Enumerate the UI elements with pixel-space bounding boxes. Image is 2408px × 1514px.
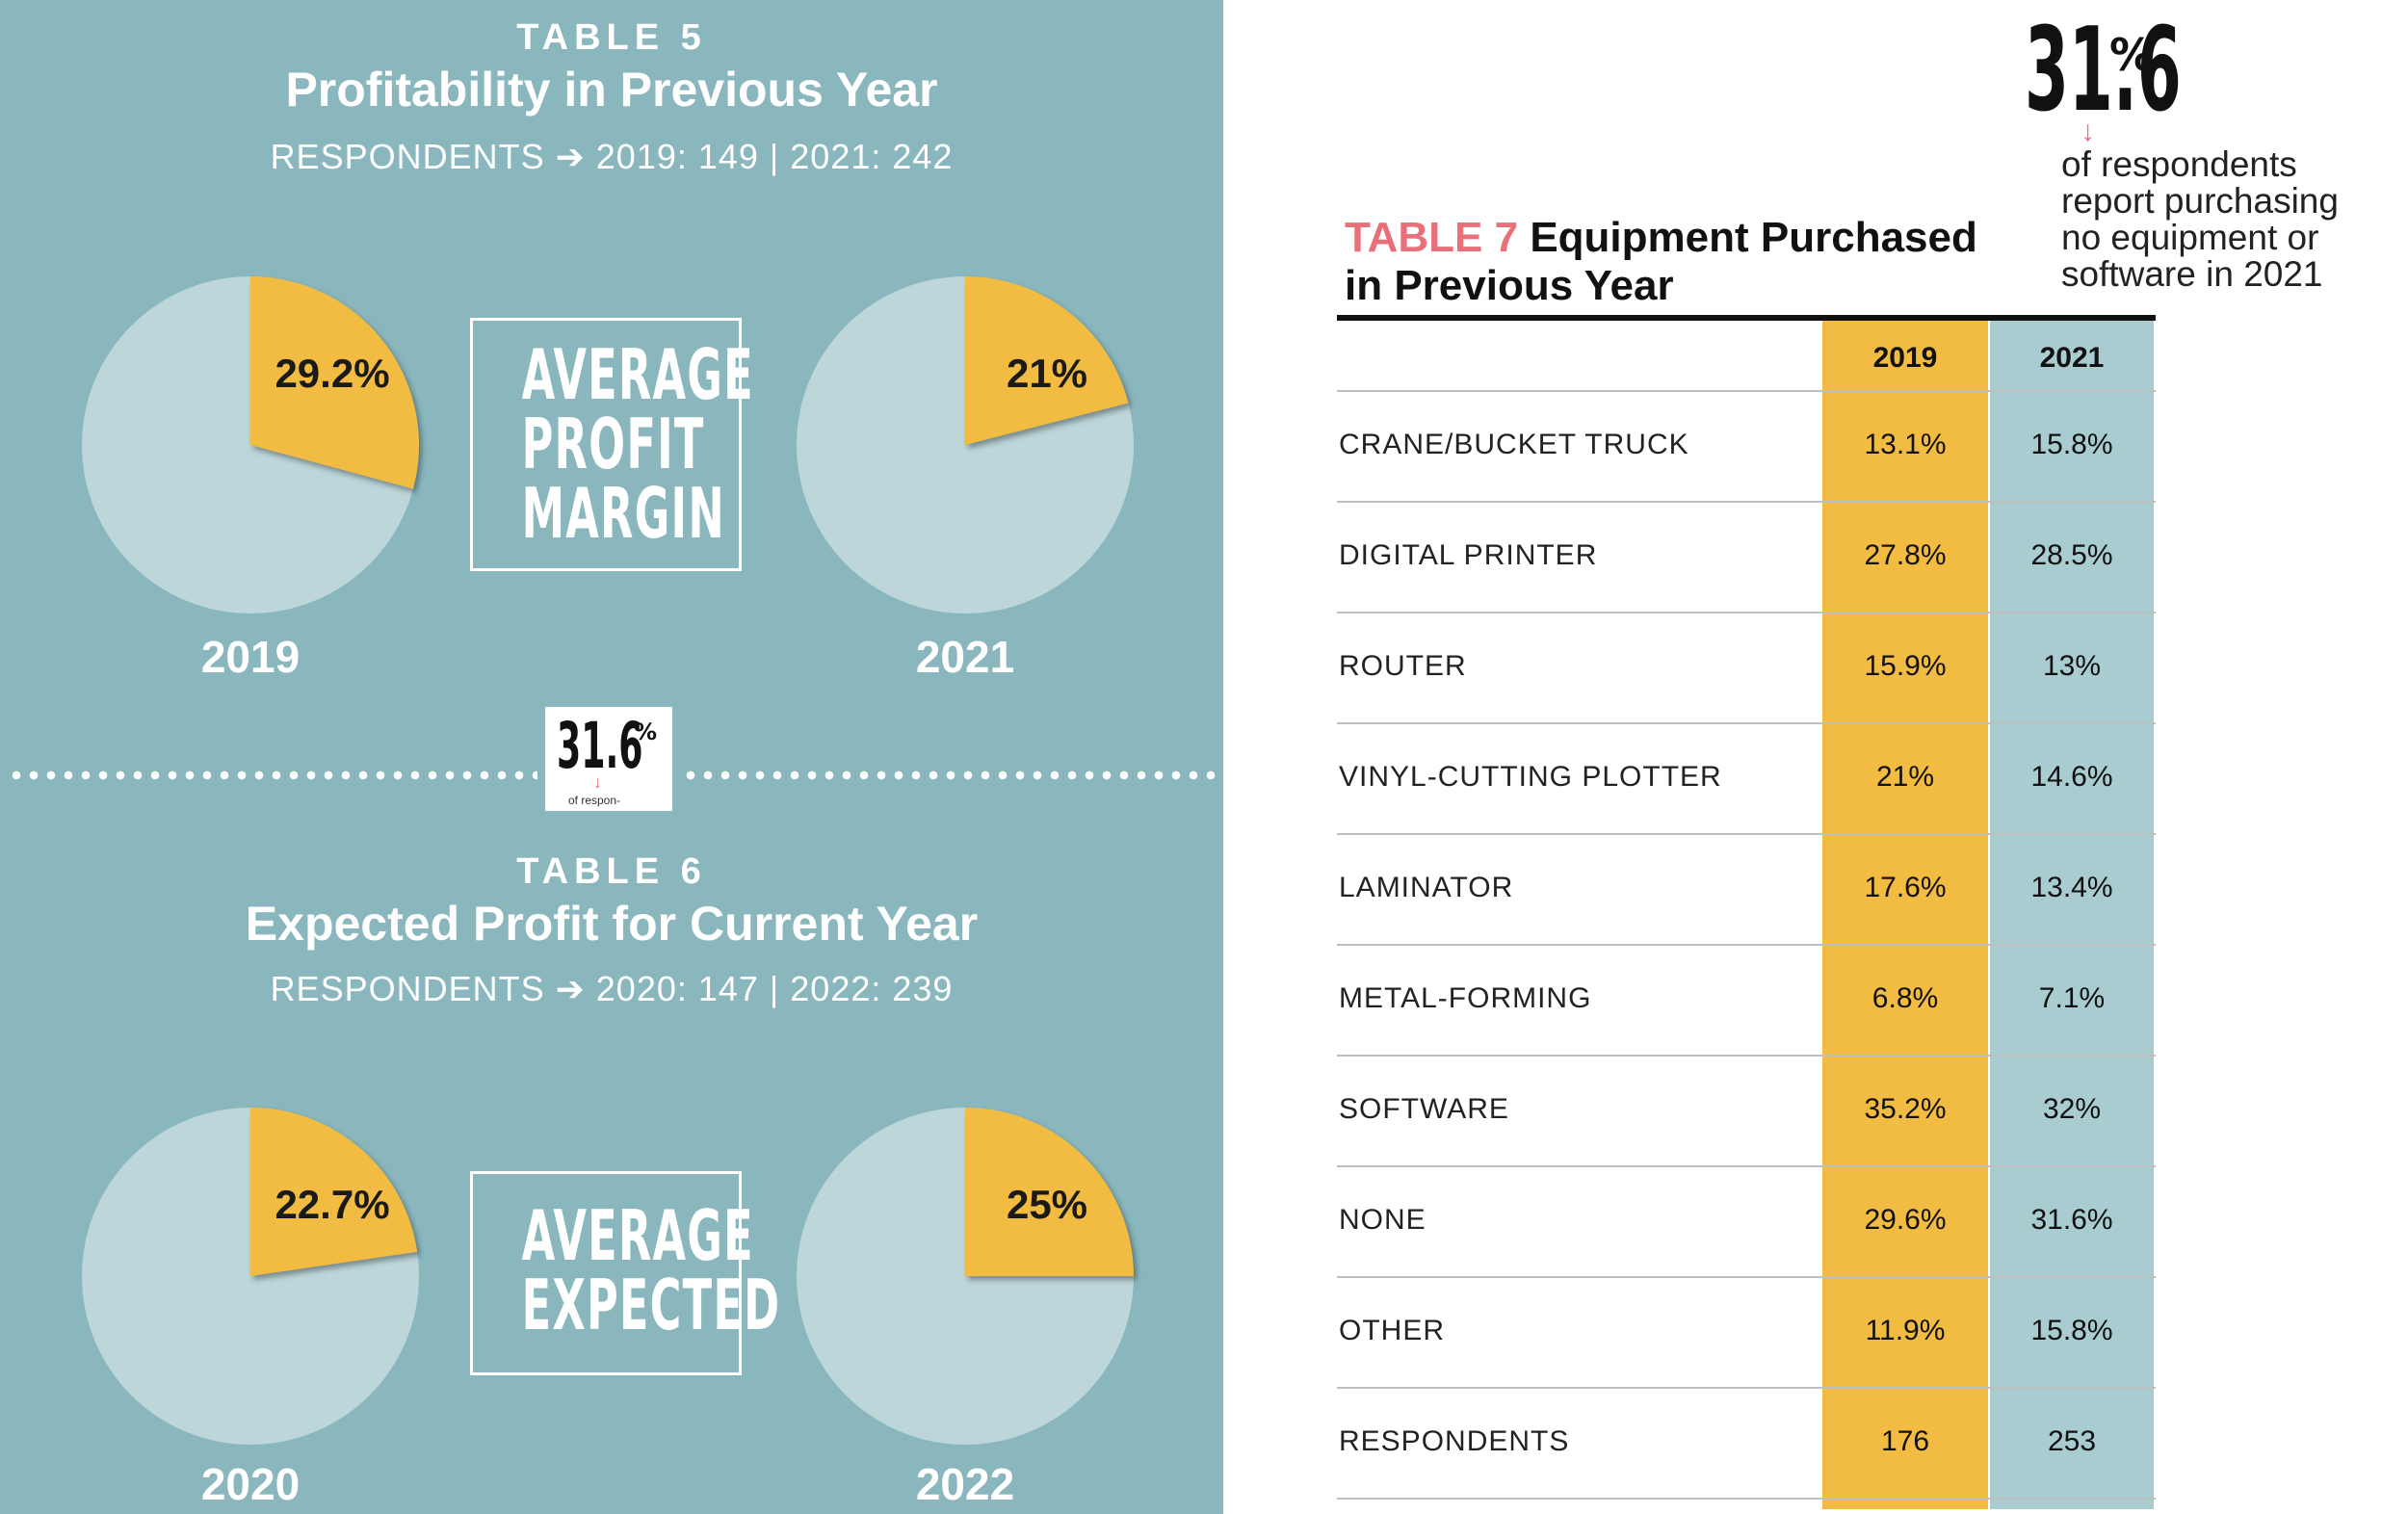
row-label: VINYL-CUTTING PLOTTER	[1339, 760, 1722, 793]
value-2019: 29.6%	[1864, 1203, 1947, 1236]
avg-line-2: PROFIT	[521, 404, 705, 484]
value-2019: 176	[1880, 1424, 1930, 1457]
profit-panel: TABLE 5 Profitability in Previous Year R…	[0, 0, 1223, 1514]
table7-title-line2: in Previous Year	[1345, 262, 1674, 309]
header-2021: 2021	[2039, 342, 2105, 374]
pie-value-slice	[250, 276, 419, 489]
row-label: CRANE/BUCKET TRUCK	[1339, 428, 1689, 460]
column-2021-band	[1990, 321, 2154, 1509]
value-2021: 7.1%	[2038, 981, 2106, 1014]
table7-tag: TABLE 7	[1345, 214, 1519, 261]
table5-respondents: RESPONDENTS ➔ 2019: 149 | 2021: 242	[270, 137, 954, 176]
value-2021: 31.6%	[2030, 1203, 2113, 1236]
value-2019: 15.9%	[1864, 649, 1947, 682]
stat-value: 31.6	[2025, 4, 2182, 138]
avg-line-3: MARGIN	[521, 473, 725, 554]
stat-arrow-icon: ↓	[2081, 116, 2095, 147]
pie-value-label: 21%	[1007, 351, 1087, 396]
row-label: NONE	[1339, 1203, 1426, 1236]
row-label: OTHER	[1339, 1314, 1445, 1346]
row-divider	[1337, 944, 2156, 946]
row-divider	[1337, 833, 2156, 835]
stat-desc-line: of respondents	[2061, 144, 2297, 184]
pie-2022-year: 2022	[915, 1459, 1015, 1509]
badge-arrow-icon: ↓	[593, 772, 602, 792]
row-divider	[1337, 1387, 2156, 1389]
avg-line-1: AVERAGE	[521, 334, 754, 415]
table6-title: Expected Profit for Current Year	[245, 897, 979, 951]
value-2021: 14.6%	[2030, 760, 2113, 793]
pie-2020-year: 2020	[200, 1459, 301, 1509]
stat-desc-line: no equipment or	[2061, 218, 2319, 257]
value-2019: 17.6%	[1864, 871, 1947, 903]
inset-stat-badge: 31.6 % ↓ of respon-	[545, 707, 672, 811]
value-2021: 15.8%	[2030, 1314, 2113, 1346]
table6-respondents: RESPONDENTS ➔ 2020: 147 | 2022: 239	[270, 969, 954, 1008]
row-divider	[1337, 390, 2156, 392]
value-2021: 253	[2047, 1424, 2097, 1457]
row-divider	[1337, 1498, 2156, 1500]
row-divider	[1337, 722, 2156, 724]
avg-exp-line-2: EXPECTED	[521, 1265, 781, 1345]
column-2019-band	[1822, 321, 1988, 1509]
row-label: METAL-FORMING	[1339, 981, 1592, 1014]
badge-caption: of respon-	[568, 794, 621, 807]
pie-2019-year: 2019	[200, 632, 301, 682]
row-label: ROUTER	[1339, 649, 1467, 682]
row-divider	[1337, 501, 2156, 503]
value-2021: 32%	[2042, 1092, 2102, 1125]
header-2019: 2019	[1872, 342, 1938, 374]
pie-2022: 25%	[797, 1108, 1134, 1445]
pie-value-label: 22.7%	[275, 1182, 389, 1227]
stat-description: of respondents report purchasing no equi…	[2061, 146, 2389, 293]
table6-label: TABLE 6	[516, 851, 707, 892]
table7-title: TABLE 7 Equipment Purchased in Previous …	[1345, 214, 2038, 310]
row-divider	[1337, 612, 2156, 613]
badge-value: 31.6	[557, 709, 643, 783]
value-2019: 6.8%	[1871, 981, 1939, 1014]
row-label: RESPONDENTS	[1339, 1424, 1570, 1457]
value-2019: 11.9%	[1865, 1314, 1946, 1346]
pie-value-slice	[250, 1108, 418, 1276]
dotted-divider-left	[8, 770, 537, 780]
value-2019: 13.1%	[1864, 428, 1947, 460]
avg-exp-line-1: AVERAGE	[521, 1195, 754, 1276]
table7-title-line1: Equipment Purchased	[1530, 214, 1977, 261]
row-divider	[1337, 1276, 2156, 1278]
pie-value-label: 25%	[1007, 1182, 1087, 1227]
value-2021: 13.4%	[2030, 871, 2113, 903]
value-2021: 13%	[2042, 649, 2102, 682]
row-label: DIGITAL PRINTER	[1339, 538, 1598, 571]
table7-top-rule	[1337, 315, 2156, 321]
row-divider	[1337, 1165, 2156, 1167]
row-divider	[1337, 1055, 2156, 1057]
value-2019: 21%	[1875, 760, 1935, 793]
stat-desc-line: software in 2021	[2061, 254, 2323, 294]
dotted-divider-right	[682, 770, 1221, 780]
pie-value-slice	[965, 1108, 1134, 1276]
row-label: SOFTWARE	[1339, 1092, 1509, 1125]
value-2021: 15.8%	[2030, 428, 2113, 460]
table5-label: TABLE 5	[516, 17, 707, 58]
pie-2019: 29.2%	[82, 276, 419, 613]
pie-2020: 22.7%	[82, 1108, 419, 1445]
pie-value-slice	[965, 276, 1129, 445]
value-2019: 35.2%	[1864, 1092, 1947, 1125]
average-profit-margin-box: AVERAGE PROFIT MARGIN	[470, 318, 754, 571]
stat-pct: %	[2109, 29, 2155, 81]
badge-pct: %	[634, 718, 658, 745]
value-2019: 27.8%	[1864, 538, 1947, 571]
value-2021: 28.5%	[2030, 538, 2113, 571]
pie-2021: 21%	[797, 276, 1134, 613]
pie-value-label: 29.2%	[275, 351, 389, 396]
stat-desc-line: report purchasing	[2061, 181, 2339, 221]
row-label: LAMINATOR	[1339, 871, 1514, 903]
table5-title: Profitability in Previous Year	[285, 63, 938, 117]
average-expected-box: AVERAGE EXPECTED	[470, 1171, 781, 1375]
pie-2021-year: 2021	[915, 632, 1015, 682]
